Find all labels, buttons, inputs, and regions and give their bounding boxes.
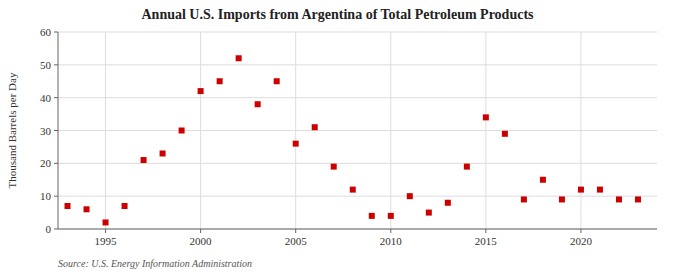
source-note: Source: U.S. Energy Information Administ… xyxy=(58,258,252,269)
point xyxy=(331,164,337,170)
grid-line-x xyxy=(295,32,296,229)
y-tick xyxy=(54,130,58,131)
grid-line-y xyxy=(58,97,657,98)
grid-line-x xyxy=(390,32,391,229)
point xyxy=(255,101,261,107)
point xyxy=(236,55,242,61)
point xyxy=(312,124,318,130)
point xyxy=(65,203,71,209)
x-tick-label: 2015 xyxy=(475,235,498,247)
chart-svg: 1995 2000 2005 2010 2015 2020 0 10 20 30 40 50 60 Ann… xyxy=(0,0,675,275)
y-tick-label: 20 xyxy=(40,157,52,169)
point xyxy=(293,141,299,147)
point xyxy=(616,196,622,202)
point xyxy=(559,196,565,202)
grid-line-x xyxy=(485,32,486,229)
point xyxy=(426,210,432,216)
y-tick xyxy=(54,163,58,164)
point xyxy=(407,193,413,199)
grid-line-x xyxy=(200,32,201,229)
grid xyxy=(58,32,657,229)
y-tick xyxy=(54,64,58,65)
x-tick xyxy=(105,229,106,233)
y-tick-label: 10 xyxy=(40,190,52,202)
y-tick-label: 30 xyxy=(40,125,52,137)
grid-line-y xyxy=(58,32,657,33)
point xyxy=(369,213,375,219)
point xyxy=(464,164,470,170)
point xyxy=(483,114,489,120)
grid-line-y xyxy=(58,64,657,65)
y-tick xyxy=(54,32,58,33)
y-tick-label: 60 xyxy=(40,26,52,38)
grid-line-x xyxy=(105,32,106,229)
x-axis-line xyxy=(58,229,657,230)
x-tick xyxy=(580,229,581,233)
point xyxy=(521,196,527,202)
grid-line-x xyxy=(580,32,581,229)
points xyxy=(65,55,641,225)
point xyxy=(103,219,109,225)
grid-line-y xyxy=(58,196,657,197)
point xyxy=(84,206,90,212)
y-tick-label: 0 xyxy=(46,223,52,235)
x-tick-label: 1995 xyxy=(95,235,118,247)
y-tick xyxy=(54,196,58,197)
x-tick-label: 2010 xyxy=(380,235,403,247)
x-tick-label: 2000 xyxy=(190,235,213,247)
point xyxy=(540,177,546,183)
x-tick xyxy=(485,229,486,233)
y-tick-label: 50 xyxy=(40,59,52,71)
grid-line-y xyxy=(58,229,657,230)
y-tick-label: 40 xyxy=(40,92,52,104)
x-tick xyxy=(200,229,201,233)
grid-line-y xyxy=(58,130,657,131)
point xyxy=(122,203,128,209)
point xyxy=(597,187,603,193)
y-tick xyxy=(54,229,58,230)
point xyxy=(179,128,185,134)
point xyxy=(198,88,204,94)
point xyxy=(141,157,147,163)
title: Annual U.S. Imports from Argentina of To… xyxy=(141,7,534,22)
grid-line-y xyxy=(58,163,657,164)
point xyxy=(502,131,508,137)
chart-container: 1995 2000 2005 2010 2015 2020 0 10 20 30 40 50 60 Ann… xyxy=(0,0,675,275)
x-tick xyxy=(295,229,296,233)
point xyxy=(160,150,166,156)
point xyxy=(217,78,223,84)
point xyxy=(635,196,641,202)
point xyxy=(578,187,584,193)
x-tick-label: 2020 xyxy=(570,235,593,247)
point xyxy=(445,200,451,206)
x-tick-label: 2005 xyxy=(285,235,308,247)
x-tick xyxy=(390,229,391,233)
point xyxy=(274,78,280,84)
point xyxy=(350,187,356,193)
point xyxy=(388,213,394,219)
y-tick xyxy=(54,97,58,98)
y-axis-label: Thousand Barrels per Day xyxy=(6,72,18,188)
